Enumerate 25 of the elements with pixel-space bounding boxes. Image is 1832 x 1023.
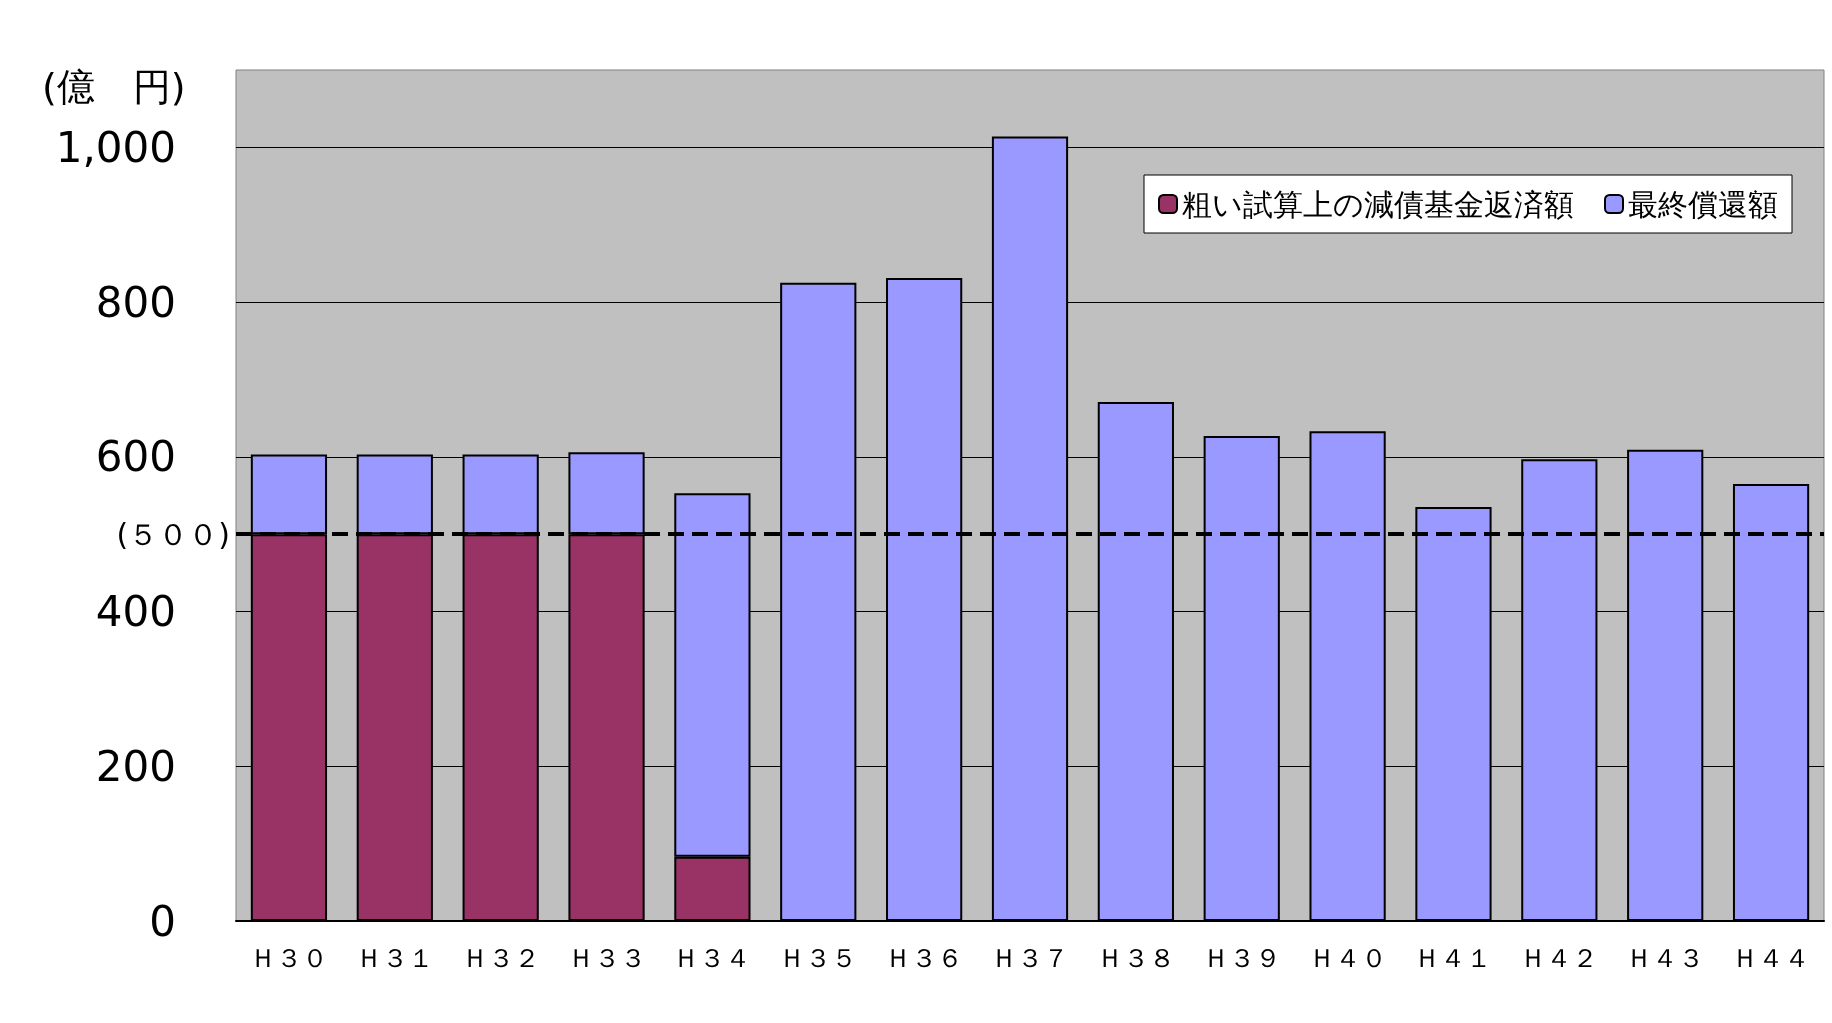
x-tick-label: Ｈ３３ bbox=[567, 943, 646, 973]
y-tick-label: 1,000 bbox=[55, 122, 176, 172]
x-tick-label: Ｈ４１ bbox=[1414, 943, 1493, 973]
y-tick-label: 600 bbox=[95, 432, 176, 482]
x-tick-label: Ｈ３８ bbox=[1096, 943, 1175, 973]
y-axis-title: (億 円) bbox=[42, 65, 186, 109]
x-tick-label: Ｈ３５ bbox=[779, 943, 858, 973]
y-tick-label: 800 bbox=[95, 277, 176, 327]
x-tick-label: Ｈ３４ bbox=[673, 943, 752, 973]
x-tick-label: Ｈ３２ bbox=[461, 943, 540, 973]
ref-line-label: (５００) bbox=[116, 516, 230, 552]
x-tick-label: Ｈ３７ bbox=[991, 943, 1069, 973]
y-tick-label: 0 bbox=[149, 896, 176, 946]
x-tick-label: Ｈ４０ bbox=[1308, 943, 1387, 973]
legend-label: 最終償還額 bbox=[1628, 186, 1778, 222]
legend-label: 粗い試算上の減債基金返済額 bbox=[1182, 186, 1574, 222]
y-tick-label: 400 bbox=[95, 587, 176, 637]
x-tick-label: Ｈ３０ bbox=[249, 943, 328, 973]
x-tick-label: Ｈ３６ bbox=[885, 943, 964, 973]
x-tick-label: Ｈ３１ bbox=[355, 943, 434, 973]
x-tick-label: Ｈ３９ bbox=[1202, 943, 1281, 973]
y-tick-label: 200 bbox=[95, 741, 176, 791]
x-tick-label: Ｈ４２ bbox=[1520, 943, 1599, 973]
x-tick-label: Ｈ４３ bbox=[1626, 943, 1705, 973]
x-tick-label: Ｈ４４ bbox=[1732, 943, 1811, 973]
